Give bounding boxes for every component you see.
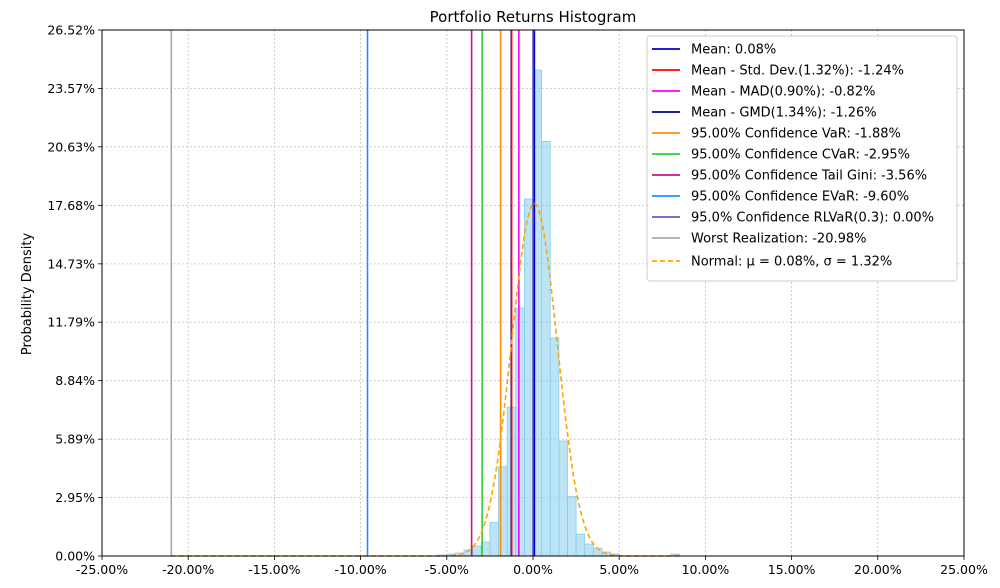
histogram-bar bbox=[472, 545, 482, 557]
legend-label: Normal: μ = 0.08%, σ = 1.32% bbox=[691, 255, 892, 270]
y-tick-label: 23.57% bbox=[47, 81, 95, 96]
histogram-bar bbox=[567, 496, 577, 557]
legend-label: Mean: 0.08% bbox=[691, 43, 776, 58]
x-tick-label: -5.00% bbox=[425, 562, 469, 577]
risk-measure-lines bbox=[170, 30, 536, 556]
histogram-bar bbox=[575, 533, 586, 557]
y-axis-label: Probability Density bbox=[20, 233, 35, 356]
legend-label: Mean - GMD(1.34%): -1.26% bbox=[691, 106, 877, 121]
x-tick-label: -25.00% bbox=[76, 562, 128, 577]
y-tick-label: 20.63% bbox=[47, 139, 95, 154]
y-tick-label: 0.00% bbox=[55, 549, 95, 564]
chart-title: Portfolio Returns Histogram bbox=[430, 8, 637, 26]
histogram-bars bbox=[437, 69, 680, 557]
histogram-bar bbox=[515, 307, 525, 557]
legend-label: Mean - Std. Dev.(1.32%): -1.24% bbox=[691, 64, 904, 79]
x-axis-ticks: -25.00% -20.00% -15.00% -10.00% -5.00% 0.00% 5… bbox=[76, 556, 988, 577]
x-tick-label: 25.00% bbox=[940, 562, 988, 577]
legend-label: Worst Realization: -20.98% bbox=[691, 232, 867, 247]
histogram-bar bbox=[541, 141, 551, 557]
x-tick-label: -10.00% bbox=[335, 562, 387, 577]
histogram-bar bbox=[558, 440, 568, 557]
histogram-bar bbox=[584, 543, 594, 557]
x-tick-label: 20.00% bbox=[854, 562, 902, 577]
x-tick-label: -15.00% bbox=[248, 562, 300, 577]
legend-label: Mean - MAD(0.90%): -0.82% bbox=[691, 85, 875, 100]
x-tick-label: 5.00% bbox=[599, 562, 639, 577]
histogram-bar bbox=[489, 521, 499, 557]
y-tick-label: 11.79% bbox=[47, 315, 95, 330]
y-tick-label: 26.52% bbox=[47, 23, 95, 38]
legend: Mean: 0.08% Mean - Std. Dev.(1.32%): -1.2… bbox=[646, 35, 958, 282]
x-tick-label: 0.00% bbox=[513, 562, 553, 577]
histogram-bar bbox=[549, 337, 560, 557]
x-tick-label: 10.00% bbox=[682, 562, 730, 577]
legend-label: 95.00% Confidence Tail Gini: -3.56% bbox=[691, 169, 927, 184]
normal-curve-layer bbox=[170, 202, 680, 557]
y-tick-label: 5.89% bbox=[55, 432, 95, 447]
y-tick-label: 8.84% bbox=[55, 373, 95, 388]
legend-label: 95.00% Confidence EVaR: -9.60% bbox=[691, 190, 909, 205]
x-tick-label: 15.00% bbox=[768, 562, 816, 577]
y-tick-label: 2.95% bbox=[55, 490, 95, 505]
y-tick-label: 14.73% bbox=[47, 256, 95, 271]
y-axis-ticks: 0.00% 2.95% 5.89% 8.84% 11.79% 14.73% 17.68% 20… bbox=[47, 23, 102, 564]
histogram-bar bbox=[523, 198, 534, 557]
y-tick-label: 17.68% bbox=[47, 198, 95, 213]
x-tick-label: -20.00% bbox=[162, 562, 214, 577]
normal-curve bbox=[170, 202, 680, 557]
legend-label: 95.00% Confidence VaR: -1.88% bbox=[691, 127, 901, 142]
legend-label: 95.0% Confidence RLVaR(0.3): 0.00% bbox=[691, 211, 934, 226]
legend-label: 95.00% Confidence CVaR: -2.95% bbox=[691, 148, 910, 163]
legend-box bbox=[646, 35, 958, 282]
